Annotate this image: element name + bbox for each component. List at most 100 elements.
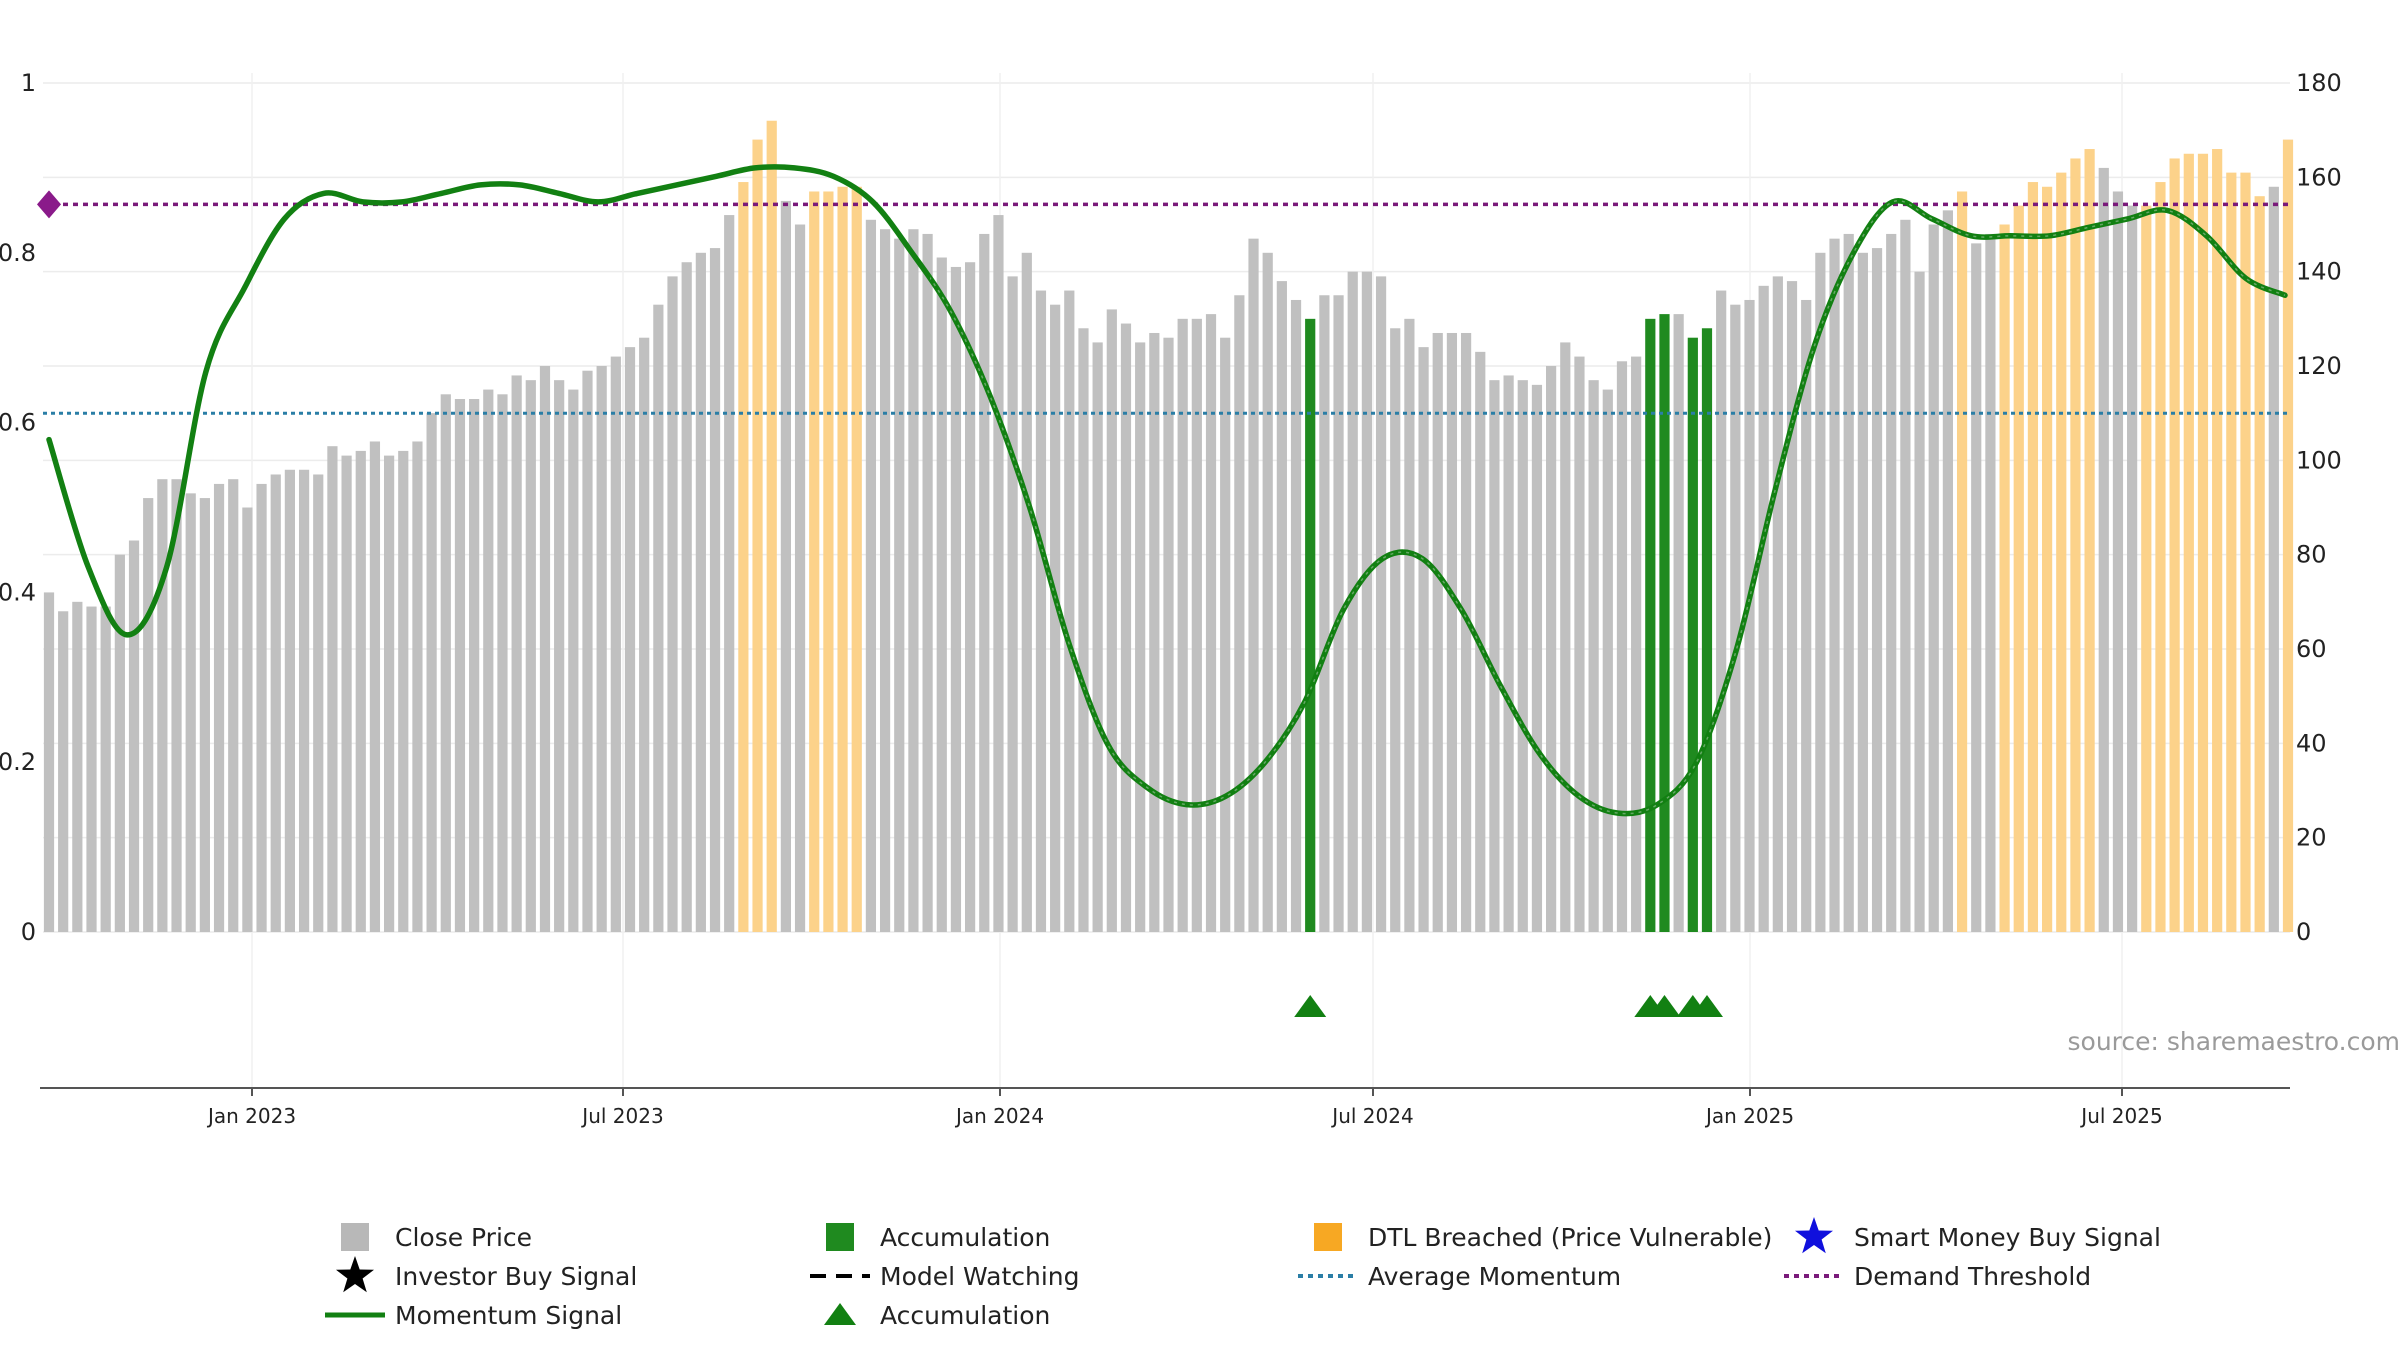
close-price-bar bbox=[115, 555, 125, 932]
dtl-breached-bar bbox=[2283, 140, 2293, 932]
accumulation-bar bbox=[1688, 338, 1698, 932]
close-price-bar bbox=[880, 229, 890, 932]
legend-symbol-triangle bbox=[824, 1303, 856, 1325]
y-right-tick-label: 0 bbox=[2296, 918, 2311, 946]
close-price-bar bbox=[1008, 276, 1018, 932]
close-price-bar bbox=[427, 413, 437, 932]
close-price-bar bbox=[795, 225, 805, 933]
dtl-breached-bar bbox=[837, 187, 847, 932]
close-price-bar bbox=[1546, 366, 1556, 932]
close-price-bar bbox=[1489, 380, 1499, 932]
close-price-bar bbox=[143, 498, 153, 932]
close-price-bar bbox=[1192, 319, 1202, 932]
dtl-breached-bar bbox=[1957, 191, 1967, 932]
close-price-bar bbox=[483, 390, 493, 932]
close-price-bar bbox=[1220, 338, 1230, 932]
close-price-bar bbox=[441, 394, 451, 932]
legend-triangle-icon bbox=[824, 1303, 856, 1325]
close-price-bar bbox=[696, 253, 706, 932]
y-right-tick-label: 100 bbox=[2296, 446, 2342, 474]
x-tick-label: Jan 2023 bbox=[206, 1104, 296, 1128]
close-price-bar bbox=[625, 347, 635, 932]
legend-label: Model Watching bbox=[880, 1262, 1080, 1291]
close-price-bar bbox=[2099, 168, 2109, 932]
y-right-tick-label: 80 bbox=[2296, 541, 2327, 569]
close-price-bar bbox=[228, 479, 238, 932]
legend-square-icon bbox=[826, 1223, 854, 1251]
close-price-bar bbox=[412, 441, 422, 932]
close-price-bar bbox=[1716, 291, 1726, 932]
close-price-bar bbox=[186, 493, 196, 932]
close-price-bar bbox=[1078, 328, 1088, 932]
close-price-bar bbox=[639, 338, 649, 932]
legend-label: Demand Threshold bbox=[1854, 1262, 2091, 1291]
dtl-breached-bar bbox=[2028, 182, 2038, 932]
close-price-bar bbox=[214, 484, 224, 932]
accumulation-bar bbox=[1702, 328, 1712, 932]
y-right-tick-label: 180 bbox=[2296, 69, 2342, 97]
y-left-tick-label: 0.4 bbox=[0, 578, 36, 606]
close-price-bar bbox=[1319, 295, 1329, 932]
close-price-bar bbox=[327, 446, 337, 932]
close-price-bar bbox=[922, 234, 932, 932]
close-price-bar bbox=[682, 262, 692, 932]
dtl-breached-bar bbox=[2198, 154, 2208, 932]
close-price-bar bbox=[1603, 390, 1613, 932]
legend-symbol-star bbox=[1795, 1217, 1833, 1253]
dtl-breached-bar bbox=[2141, 206, 2151, 932]
y-left-tick-label: 0.6 bbox=[0, 409, 36, 437]
legend-label: Accumulation bbox=[880, 1301, 1050, 1330]
close-price-bar bbox=[271, 474, 281, 932]
close-price-bar bbox=[1589, 380, 1599, 932]
legend-label: Accumulation bbox=[880, 1223, 1050, 1252]
dtl-breached-bar bbox=[2042, 187, 2052, 932]
close-price-bar bbox=[1971, 243, 1981, 932]
dtl-breached-bar bbox=[2014, 206, 2024, 932]
close-price-bar bbox=[1929, 225, 1939, 933]
legend-symbol-square bbox=[1314, 1223, 1342, 1251]
close-price-bar bbox=[1163, 338, 1173, 932]
close-price-bar bbox=[1433, 333, 1443, 932]
close-price-bar bbox=[540, 366, 550, 932]
close-price-bar bbox=[512, 375, 522, 932]
close-price-bar bbox=[1036, 291, 1046, 932]
close-price-bar bbox=[1277, 281, 1287, 932]
close-price-bar bbox=[1206, 314, 1216, 932]
dtl-breached-bar bbox=[752, 140, 762, 932]
close-price-bar bbox=[1617, 361, 1627, 932]
dtl-breached-bar bbox=[2056, 173, 2066, 932]
close-price-bar bbox=[1858, 253, 1868, 932]
close-price-bar bbox=[1674, 314, 1684, 932]
close-price-bar bbox=[1135, 342, 1145, 932]
y-right-tick-label: 20 bbox=[2296, 824, 2327, 852]
accumulation-triangle bbox=[1294, 995, 1326, 1017]
close-price-bar bbox=[497, 394, 507, 932]
close-price-bar bbox=[667, 276, 677, 932]
x-tick-label: Jan 2024 bbox=[954, 1104, 1044, 1128]
close-price-bar bbox=[1985, 234, 1995, 932]
dtl-breached-bar bbox=[2184, 154, 2194, 932]
y-left-tick-label: 0 bbox=[21, 918, 36, 946]
close-price-bar bbox=[1178, 319, 1188, 932]
close-price-bar bbox=[356, 451, 366, 932]
dtl-breached-bar bbox=[2255, 196, 2265, 932]
dtl-breached-bar bbox=[809, 191, 819, 932]
close-price-bar bbox=[1376, 276, 1386, 932]
close-price-bar bbox=[1461, 333, 1471, 932]
close-price-bar bbox=[2127, 206, 2137, 932]
close-price-bar bbox=[285, 470, 295, 932]
close-price-bar bbox=[1248, 239, 1258, 932]
close-price-bar bbox=[611, 357, 621, 932]
y-right-tick-label: 120 bbox=[2296, 352, 2342, 380]
close-price-bar bbox=[1759, 286, 1769, 932]
close-price-bar bbox=[781, 201, 791, 932]
legend-square-icon bbox=[1314, 1223, 1342, 1251]
close-price-bar bbox=[866, 220, 876, 932]
dtl-breached-bar bbox=[1999, 225, 2009, 933]
y-left-tick-label: 0.2 bbox=[0, 748, 36, 776]
close-price-bar bbox=[1107, 309, 1117, 932]
dtl-breached-bar bbox=[767, 121, 777, 932]
close-price-bar bbox=[1943, 210, 1953, 932]
